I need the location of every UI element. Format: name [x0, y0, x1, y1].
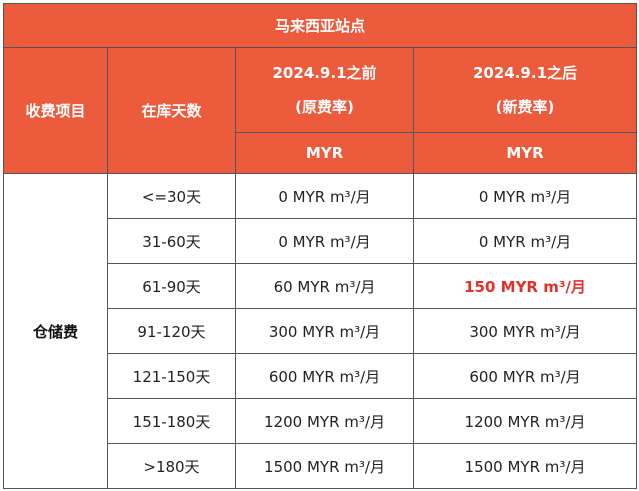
header-new-note: (新费率): [495, 98, 555, 116]
header-new-date: 2024.9.1之后: [472, 64, 578, 82]
table-row: 151-180天 1200 MYR m³/月 1200 MYR m³/月: [4, 398, 638, 444]
header-old-date: 2024.9.1之前: [272, 64, 377, 82]
old-rate-cell: 600 MYR m³/月: [235, 353, 414, 399]
table-row: >180天 1500 MYR m³/月 1500 MYR m³/月: [4, 443, 638, 489]
header-old-rate: 2024.9.1之前 (原费率): [235, 47, 414, 133]
new-rate-cell: 0 MYR m³/月: [412, 218, 638, 264]
old-rate-cell: 1500 MYR m³/月: [235, 443, 414, 489]
old-rate-cell: 1200 MYR m³/月: [235, 398, 414, 444]
fee-table: 马来西亚站点 收费项目 在库天数 2024.9.1之前 (原费率) 2024.9…: [2, 3, 638, 489]
days-cell: <=30天: [107, 173, 236, 219]
table-row: 61-90天 60 MYR m³/月 150 MYR m³/月: [4, 263, 638, 309]
old-rate-cell: 0 MYR m³/月: [235, 218, 414, 264]
table-row: 121-150天 600 MYR m³/月 600 MYR m³/月: [4, 353, 638, 399]
table-row: 91-120天 300 MYR m³/月 300 MYR m³/月: [4, 308, 638, 354]
old-rate-cell: 300 MYR m³/月: [235, 308, 414, 354]
table-row: 31-60天 0 MYR m³/月 0 MYR m³/月: [4, 218, 638, 264]
new-rate-cell: 1200 MYR m³/月: [412, 398, 638, 444]
days-cell: >180天: [107, 443, 236, 489]
header-days: 在库天数: [107, 47, 236, 174]
header-item: 收费项目: [3, 47, 108, 174]
header-old-unit: MYR: [235, 132, 414, 174]
new-rate-cell: 1500 MYR m³/月: [412, 443, 638, 489]
new-rate-cell: 0 MYR m³/月: [412, 173, 638, 219]
new-rate-cell: 600 MYR m³/月: [412, 353, 638, 399]
table-title: 马来西亚站点: [2, 3, 638, 48]
old-rate-cell: 0 MYR m³/月: [235, 173, 414, 219]
header-new-unit: MYR: [412, 132, 638, 174]
header-old-note: (原费率): [295, 98, 354, 116]
new-rate-cell: 300 MYR m³/月: [412, 308, 638, 354]
header-new-rate: 2024.9.1之后 (新费率): [412, 47, 638, 133]
days-cell: 121-150天: [107, 353, 236, 399]
days-cell: 151-180天: [107, 398, 236, 444]
old-rate-cell: 60 MYR m³/月: [235, 263, 414, 309]
table-row: 仓储费 <=30天 0 MYR m³/月 0 MYR m³/月: [3, 173, 638, 489]
category-cell: 仓储费: [3, 173, 108, 489]
days-cell: 31-60天: [107, 218, 236, 264]
new-rate-cell-highlight: 150 MYR m³/月: [412, 263, 638, 309]
days-cell: 91-120天: [107, 308, 236, 354]
days-cell: 61-90天: [107, 263, 236, 309]
